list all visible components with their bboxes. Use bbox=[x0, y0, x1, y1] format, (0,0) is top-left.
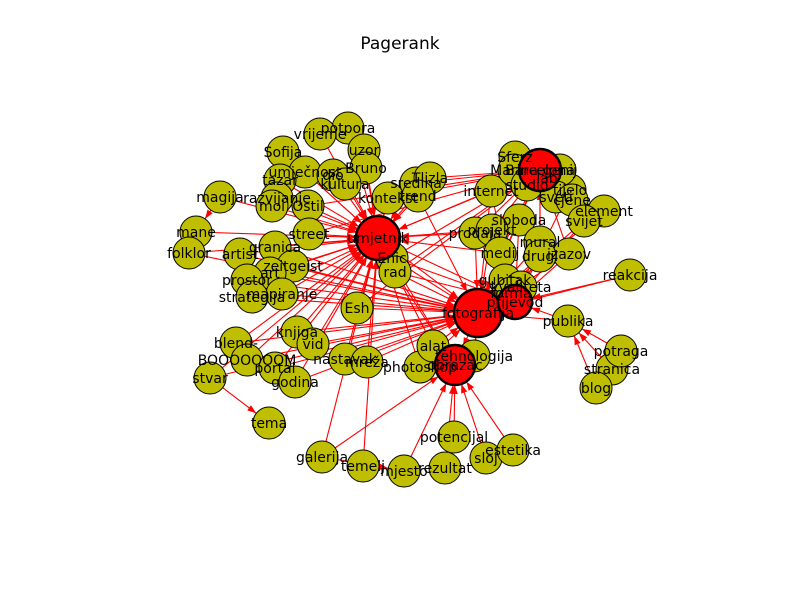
node-label-street: street bbox=[289, 227, 330, 243]
node-label-bruno: Bruno bbox=[345, 161, 387, 177]
node-label-trend: trend bbox=[399, 189, 436, 205]
node-label-svijet: svijet bbox=[565, 214, 603, 230]
node-label-mane: mane bbox=[176, 225, 216, 241]
node-label-rezultat: rezultat bbox=[418, 461, 472, 477]
node-label-cjene: cjene bbox=[553, 193, 591, 209]
node-label-vrijeme: vrijeme bbox=[294, 127, 347, 143]
node-label-blend: blend- bbox=[214, 336, 258, 352]
chart-title: Pagerank bbox=[0, 34, 800, 54]
node-label-medij: medij bbox=[481, 246, 520, 262]
node-label-magija: magija bbox=[196, 190, 243, 206]
node-label-prijevod: prijevod bbox=[487, 295, 544, 311]
node-label-rad: rad bbox=[383, 265, 406, 281]
node-label-vid: vid bbox=[302, 337, 323, 353]
node-label-drugi: drugi bbox=[522, 249, 558, 265]
node-label-estetika: estetika bbox=[485, 443, 541, 459]
node-label-sofija: Sofija bbox=[264, 145, 303, 161]
node-label-blog: blog bbox=[581, 381, 611, 397]
node-label-potencijal: potencijal bbox=[420, 430, 488, 446]
node-label-ostil: Ostil bbox=[292, 199, 324, 215]
node-label-tema: tema bbox=[251, 416, 287, 432]
node-label-godina: godina bbox=[271, 375, 319, 391]
node-label-moi: moi bbox=[259, 199, 285, 215]
node-label-stvar: stvar bbox=[192, 371, 228, 387]
node-label-umjetnik: umjetnik bbox=[347, 231, 409, 247]
node-label-projekt: projekt bbox=[468, 223, 518, 239]
node-label-tazar: tazar bbox=[262, 173, 298, 189]
node-label-stranica: stranica bbox=[584, 362, 640, 378]
node-label-potraga: potraga bbox=[594, 344, 649, 360]
node-label-esh: Esh bbox=[344, 301, 369, 317]
node-label-folklor: folklor bbox=[167, 246, 211, 262]
node-label-strategija: strategija bbox=[219, 290, 285, 306]
node-label-temelj: temelj bbox=[341, 459, 385, 475]
node-label-reakcija: reakcija bbox=[603, 268, 658, 284]
node-label-publika: publika bbox=[543, 314, 594, 330]
node-label-dizajn: Barcelona bbox=[505, 163, 575, 179]
node-label-obrazac: obrazac bbox=[427, 358, 482, 374]
node-label-uzor: uzor bbox=[349, 143, 380, 159]
node-label-tlizla: Tlizla bbox=[411, 171, 448, 187]
